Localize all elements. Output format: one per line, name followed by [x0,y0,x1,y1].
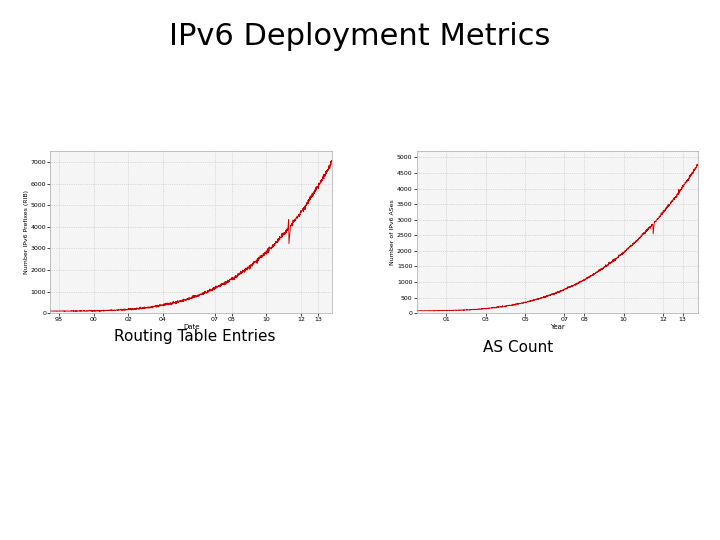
Text: AS Count: AS Count [483,340,554,355]
Y-axis label: Number of IPv6 ASes: Number of IPv6 ASes [390,199,395,265]
Text: Routing Table Entries: Routing Table Entries [114,329,275,345]
Text: IPv6 Deployment Metrics: IPv6 Deployment Metrics [169,22,551,51]
X-axis label: Year: Year [550,324,565,330]
X-axis label: Date: Date [183,324,199,330]
Y-axis label: Number IPv6 Prefixes (RIB): Number IPv6 Prefixes (RIB) [24,190,30,274]
